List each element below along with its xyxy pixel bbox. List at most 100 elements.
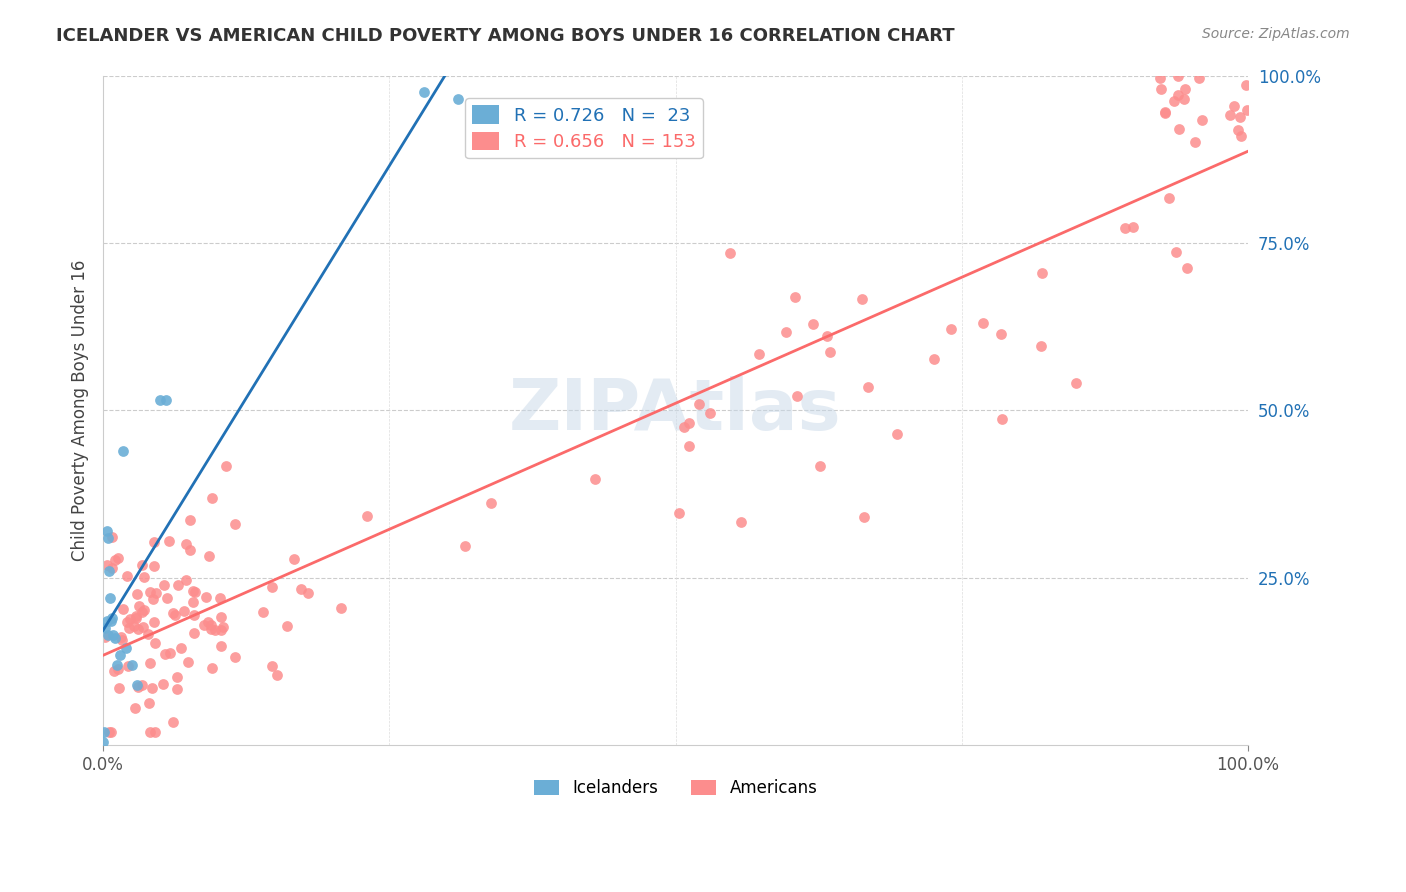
Americans [157,534,180,549]
Americans [162,606,184,620]
Americans [101,530,124,544]
Americans [266,668,288,682]
Icelanders [121,657,143,672]
Americans [1150,82,1173,96]
Americans [1164,244,1187,259]
Americans [145,586,167,600]
Americans [718,245,741,260]
Americans [122,619,145,633]
Americans [141,681,163,695]
Americans [93,630,115,644]
Americans [100,725,122,739]
Americans [127,587,149,601]
Americans [1234,78,1257,92]
Americans [107,662,129,676]
Americans [115,615,138,630]
Americans [851,292,873,306]
Americans [678,439,700,453]
Americans [786,388,808,402]
Americans [193,618,215,632]
Americans [138,656,160,670]
Americans [939,322,962,336]
Americans [141,592,163,607]
Icelanders [94,621,117,635]
Americans [201,661,224,675]
Americans [136,627,159,641]
Americans [1167,121,1189,136]
Americans [1167,87,1189,102]
Americans [201,491,224,505]
Icelanders [103,631,125,645]
Americans [252,605,274,619]
Y-axis label: Child Poverty Among Boys Under 16: Child Poverty Among Boys Under 16 [72,260,89,561]
Americans [104,552,127,566]
Icelanders [101,611,124,625]
Americans [131,558,153,572]
Americans [672,420,695,434]
Americans [688,397,710,411]
Icelanders [110,648,132,662]
Americans [159,646,181,660]
Americans [209,623,232,637]
Americans [131,678,153,692]
Americans [1227,122,1250,136]
Americans [678,416,700,430]
Americans [132,620,155,634]
Americans [262,659,284,673]
Icelanders [97,628,120,642]
Americans [215,459,238,474]
Americans [111,601,134,615]
Americans [1064,376,1087,391]
Americans [124,701,146,715]
Americans [143,535,166,549]
Americans [200,617,222,632]
Americans [1167,70,1189,84]
Americans [801,317,824,331]
Americans [156,591,179,605]
Americans [170,641,193,656]
Americans [183,607,205,622]
Americans [1153,104,1175,119]
Americans [852,509,875,524]
Americans [142,558,165,573]
Icelanders [103,628,125,642]
Americans [209,610,232,624]
Americans [181,583,204,598]
Icelanders [105,657,128,672]
Legend: Icelanders, Americans: Icelanders, Americans [527,772,824,804]
Americans [329,601,352,615]
Americans [101,561,124,575]
Americans [177,655,200,669]
Americans [179,513,201,527]
Icelanders [127,678,149,692]
Americans [155,648,177,662]
Text: Source: ZipAtlas.com: Source: ZipAtlas.com [1202,27,1350,41]
Americans [204,623,226,637]
Americans [1229,128,1251,143]
Icelanders [100,615,122,629]
Icelanders [111,443,134,458]
Americans [775,325,797,339]
Americans [668,506,690,520]
Americans [209,640,232,654]
Americans [1114,221,1136,235]
Americans [128,599,150,614]
Americans [143,725,166,739]
Americans [110,633,132,648]
Americans [118,621,141,635]
Americans [1184,135,1206,149]
Icelanders [97,564,120,578]
Americans [131,605,153,619]
Americans [165,607,187,622]
Americans [138,696,160,710]
Icelanders [96,615,118,629]
Americans [125,610,148,624]
Americans [1223,99,1246,113]
Americans [138,584,160,599]
Americans [108,681,131,695]
Americans [1163,94,1185,108]
Americans [1236,103,1258,117]
Icelanders [97,531,120,545]
Americans [290,582,312,596]
Americans [115,568,138,582]
